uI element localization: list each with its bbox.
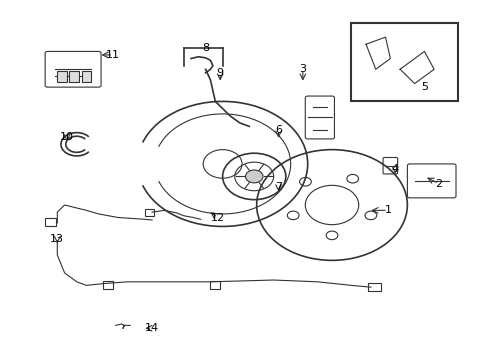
Text: 3: 3 (299, 64, 305, 74)
Text: 14: 14 (145, 323, 159, 333)
Bar (351, 23, 458, 102)
Circle shape (245, 170, 263, 183)
Text: 6: 6 (274, 125, 282, 135)
Text: 11: 11 (106, 50, 120, 60)
Bar (368, 283, 380, 291)
Bar (69, 71, 79, 82)
Text: 8: 8 (202, 43, 209, 53)
Text: 2: 2 (434, 179, 442, 189)
Text: 5: 5 (420, 82, 427, 92)
Bar (103, 281, 113, 289)
Bar (81, 71, 91, 82)
Text: 4: 4 (391, 164, 398, 174)
Text: 12: 12 (210, 212, 224, 222)
Bar (45, 217, 56, 226)
Text: 13: 13 (50, 234, 64, 244)
Text: 10: 10 (60, 132, 74, 142)
Text: 7: 7 (274, 182, 282, 192)
Bar (210, 281, 220, 289)
Text: 9: 9 (216, 68, 224, 78)
Text: 1: 1 (384, 205, 390, 215)
Bar (57, 71, 67, 82)
Bar (144, 209, 153, 216)
